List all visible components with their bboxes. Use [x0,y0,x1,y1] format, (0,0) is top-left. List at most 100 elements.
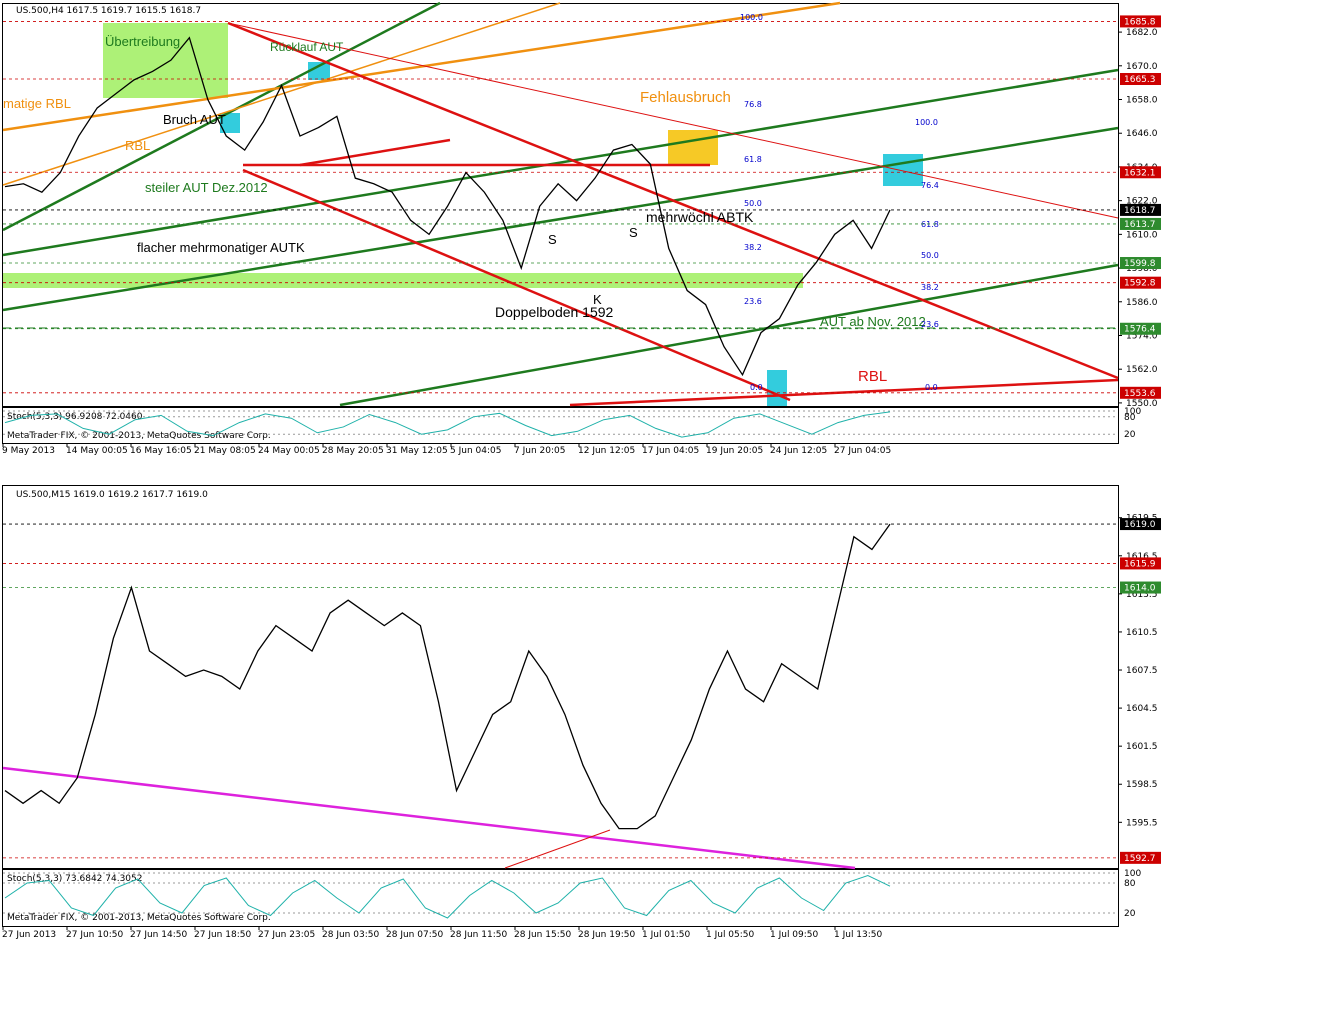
annotation: K [593,292,602,307]
x-tick-label: 7 Jun 20:05 [514,446,565,456]
panel-header: US.500,H4 1617.5 1619.7 1615.5 1618.7 [16,6,201,16]
trendlines [2,1,1119,407]
price-tag-label: 1632.1 [1124,168,1156,178]
x-tick-label: 16 May 16:05 [130,446,192,456]
zone-highlight [767,370,787,406]
x-tick-label: 24 May 00:05 [258,446,320,456]
y-tick-label: 1616.5 [1126,552,1158,562]
price-tag-label: 1613.7 [1124,220,1156,230]
price-tag [1120,257,1161,270]
annotation: Fehlausbruch [640,89,731,106]
panel-header: US.500,M15 1619.0 1619.2 1617.7 1619.0 [16,490,208,500]
price-tag [1120,581,1161,594]
price-tag-label: 1592.7 [1124,854,1156,864]
y-tick-label: 1622.0 [1126,197,1158,207]
x-tick-label: 28 Jun 15:50 [514,930,571,940]
fib-label: 50.0 [744,199,762,208]
x-tick-label: 1 Jul 13:50 [834,930,883,940]
y-tick-label: 1607.5 [1126,666,1158,676]
stoch-header: Stoch(5,3,3) 73.6842 74.3052 [7,874,142,884]
fib-label: 38.2 [921,283,939,292]
y-tick-label: 1610.5 [1126,628,1158,638]
fib-label: 38.2 [744,243,762,252]
x-tick-label: 5 Jun 04:05 [450,446,501,456]
stoch-line [4,411,891,438]
zone-highlight [308,62,330,80]
price-tag-label: 1599.8 [1124,259,1156,269]
x-tick-label: 27 Jun 23:05 [258,930,315,940]
zone-highlight [883,154,923,186]
price-tag [1120,518,1161,531]
x-tick-label: 24 Jun 12:05 [770,446,827,456]
x-tick-label: 27 Jun 04:05 [834,446,891,456]
price-tag [1120,276,1161,289]
price-tag [1120,203,1161,216]
copyright: MetaTrader FIX, © 2001-2013, MetaQuotes … [7,913,271,923]
x-tick-label: 1 Jul 05:50 [706,930,755,940]
annotation: S [629,225,638,240]
stoch-tick-label: 20 [1124,430,1136,440]
x-tick-label: 17 Jun 04:05 [642,446,699,456]
price-tag-label: 1614.0 [1124,584,1156,594]
x-tick-label: 27 Jun 2013 [2,930,56,940]
price-tag [1120,15,1161,28]
y-tick-label: 1598.0 [1126,264,1158,274]
annotation: RBL [125,138,150,153]
annotation: AUT ab Nov. 2012 [820,314,926,329]
x-tick-label: 21 May 08:05 [194,446,256,456]
stoch-tick-label: 100 [1124,407,1141,417]
price-line [4,36,891,377]
x-tick-label: 12 Jun 12:05 [578,446,635,456]
zone-highlight [668,130,718,165]
stoch-line [4,874,891,919]
price-tag-label: 1615.9 [1124,559,1156,569]
stoch-tick-label: 20 [1124,909,1136,919]
fib-label: 61.8 [744,155,762,164]
zone-highlight [103,23,228,98]
price-tag-label: 1553.6 [1124,389,1156,399]
price-tag [1120,166,1161,179]
fib-label: 23.6 [744,297,762,306]
annotation: mehrwöchl ABTK [646,209,754,225]
price-tag [1120,851,1161,864]
y-tick-label: 1586.0 [1126,298,1158,308]
annotation: steiler AUT Dez.2012 [145,180,268,195]
annotations: Übertreibung Rücklauf AUT matige RBL Bru… [3,34,926,385]
price-tag-label: 1665.3 [1124,75,1156,85]
annotation: S [548,232,557,247]
y-tick-label: 1658.0 [1126,96,1158,106]
price-tag [1120,322,1161,335]
x-tick-label: 19 Jun 20:05 [706,446,763,456]
price-line [4,523,891,830]
y-tick-label: 1598.5 [1126,780,1158,790]
y-tick-label: 1646.0 [1126,129,1158,139]
y-tick-label: 1670.0 [1126,62,1158,72]
fib-label: 100.0 [915,118,938,127]
fib-label: 50.0 [921,251,939,260]
fib-label: 23.6 [921,320,939,329]
y-tick-label: 1574.0 [1126,331,1158,341]
y-tick-label: 1562.0 [1126,365,1158,375]
price-tag-label: 1592.8 [1124,279,1156,289]
x-tick-label: 27 Jun 18:50 [194,930,251,940]
x-tick-label: 28 Jun 11:50 [450,930,507,940]
x-tick-label: 1 Jul 01:50 [642,930,691,940]
annotation: Doppelboden 1592 [495,304,614,320]
copyright: MetaTrader FIX, © 2001-2013, MetaQuotes … [7,431,271,441]
y-tick-label: 1595.5 [1126,818,1158,828]
fib-label: 0.0 [925,383,938,392]
x-tick-label: 28 Jun 19:50 [578,930,635,940]
price-tag-label: 1619.0 [1124,520,1156,530]
x-tick-label: 28 Jun 03:50 [322,930,379,940]
stoch-tick-label: 80 [1124,413,1136,423]
price-tag-label: 1576.4 [1124,325,1156,335]
zone-highlight [220,113,240,133]
x-tick-label: 27 Jun 14:50 [130,930,187,940]
y-tick-label: 1550.0 [1126,399,1158,409]
price-tag-label: 1618.7 [1124,206,1156,216]
annotation: matige RBL [3,96,71,111]
y-tick-label: 1613.5 [1126,590,1158,600]
fib-label: 61.8 [921,220,939,229]
fib-label: 0.0 [750,383,763,392]
